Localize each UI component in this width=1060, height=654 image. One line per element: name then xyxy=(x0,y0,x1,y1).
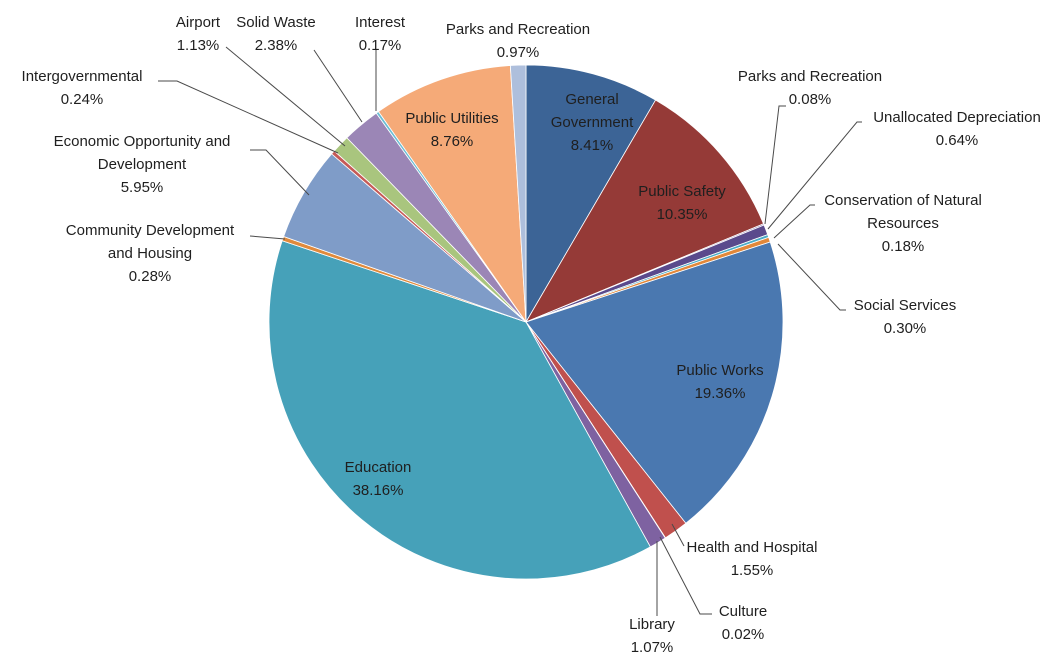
slice-label-economic-opportunity-and-development-12: Economic Opportunity and Development 5.95% xyxy=(54,133,231,196)
slice-category-label: Community Development xyxy=(66,222,235,239)
slice-label-conservation-of-natural-resources-4: Conservation of Natural Resources 0.18% xyxy=(824,192,982,255)
slice-category-label: Health and Hospital xyxy=(687,539,818,556)
slice-value-label: 19.36% xyxy=(695,385,746,402)
slice-label-education-10: Education 38.16% xyxy=(345,459,412,499)
slice-category-label: Unallocated Depreciation xyxy=(873,109,1041,126)
slice-label-unallocated-depreciation-3: Unallocated Depreciation 0.64% xyxy=(873,109,1041,149)
slices-layer xyxy=(268,64,784,580)
slice-label-solid-waste-15: Solid Waste 2.38% xyxy=(236,14,315,54)
slice-category-label: Intergovernmental xyxy=(22,68,143,85)
leader-line-solid-waste-15 xyxy=(313,49,363,123)
slice-label-interest-16: Interest 0.17% xyxy=(355,14,406,54)
slice-category-label: Conservation of Natural xyxy=(824,192,982,209)
slice-value-label: 38.16% xyxy=(353,482,404,499)
leader-line-parks-and-recreation-2 xyxy=(764,105,786,225)
slice-value-label: 0.08% xyxy=(789,91,832,108)
leader-line-community-development-and-housing-11 xyxy=(249,235,286,240)
slice-value-label: 10.35% xyxy=(657,206,708,223)
slice-category-label: Airport xyxy=(176,14,221,31)
leader-lines-layer xyxy=(158,46,862,616)
pie-slice-public-utilities-17 xyxy=(377,65,527,324)
slice-value-label: 1.55% xyxy=(731,562,774,579)
slice-label-intergovernmental-13: Intergovernmental 0.24% xyxy=(22,68,143,108)
slice-label-public-works-6: Public Works 19.36% xyxy=(676,362,763,402)
slice-label-library-9: Library 1.07% xyxy=(629,616,675,654)
slice-category-label: Library xyxy=(629,616,675,633)
slice-value-label: 1.07% xyxy=(631,639,674,654)
pie-slice-parks-and-recreation-18 xyxy=(509,64,527,323)
slice-value-label: 0.17% xyxy=(359,37,402,54)
pie-slice-public-works-6 xyxy=(525,241,784,524)
slice-category-label: Education xyxy=(345,459,412,476)
leader-line-social-services-5 xyxy=(777,243,846,311)
slice-label-parks-and-recreation-18: Parks and Recreation 0.97% xyxy=(446,21,590,61)
slice-label-general-government-0: General Government 8.41% xyxy=(551,91,634,154)
slice-value-label: 0.02% xyxy=(722,626,765,643)
slice-label-parks-and-recreation-2: Parks and Recreation 0.08% xyxy=(738,68,882,108)
leader-line-unallocated-depreciation-3 xyxy=(767,121,862,230)
slice-category-label: Parks and Recreation xyxy=(446,21,590,38)
slice-value-label: 0.18% xyxy=(882,238,925,255)
slice-category-label: Solid Waste xyxy=(236,14,315,31)
slice-category-label: Development xyxy=(98,156,187,173)
leader-line-conservation-of-natural-resources-4 xyxy=(773,204,815,239)
slice-value-label: 0.64% xyxy=(936,132,979,149)
leader-line-intergovernmental-13 xyxy=(158,80,339,154)
slice-category-label: Social Services xyxy=(854,297,957,314)
slice-value-label: 2.38% xyxy=(255,37,298,54)
slice-category-label: Public Works xyxy=(676,362,763,379)
slice-value-label: 8.41% xyxy=(571,137,614,154)
slice-value-label: 0.97% xyxy=(497,44,540,61)
slice-category-label: Public Utilities xyxy=(405,110,498,127)
slice-category-label: General xyxy=(565,91,618,108)
slice-category-label: Resources xyxy=(867,215,939,232)
slice-category-label: and Housing xyxy=(108,245,192,262)
pie-slice-public-safety-1 xyxy=(525,99,765,323)
slice-label-health-and-hospital-7: Health and Hospital 1.55% xyxy=(687,539,818,579)
slice-category-label: Public Safety xyxy=(638,183,726,200)
slice-label-public-utilities-17: Public Utilities 8.76% xyxy=(405,110,498,150)
slice-category-label: Government xyxy=(551,114,634,131)
leader-line-culture-8 xyxy=(659,536,712,615)
slice-label-airport-14: Airport 1.13% xyxy=(176,14,221,54)
leader-line-economic-opportunity-and-development-12 xyxy=(250,149,310,196)
slice-value-label: 5.95% xyxy=(121,179,164,196)
slice-value-label: 8.76% xyxy=(431,133,474,150)
slice-label-social-services-5: Social Services 0.30% xyxy=(854,297,957,337)
labels-layer: General Government 8.41% Public Safety 10.35… xyxy=(22,14,1041,654)
pie-slice-general-government-0 xyxy=(525,64,657,324)
slice-category-label: Economic Opportunity and xyxy=(54,133,231,150)
pie-slice-education-10 xyxy=(268,240,651,580)
slice-category-label: Interest xyxy=(355,14,406,31)
slice-category-label: Parks and Recreation xyxy=(738,68,882,85)
slice-label-community-development-and-housing-11: Community Development and Housing 0.28% xyxy=(66,222,235,285)
slice-value-label: 0.24% xyxy=(61,91,104,108)
slice-value-label: 0.28% xyxy=(129,268,172,285)
slice-category-label: Culture xyxy=(719,603,767,620)
slice-label-public-safety-1: Public Safety 10.35% xyxy=(638,183,726,223)
leader-line-health-and-hospital-7 xyxy=(671,523,685,547)
slice-label-culture-8: Culture 0.02% xyxy=(719,603,767,643)
leader-line-airport-14 xyxy=(225,46,346,147)
slice-value-label: 0.30% xyxy=(884,320,927,337)
slice-value-label: 1.13% xyxy=(177,37,220,54)
